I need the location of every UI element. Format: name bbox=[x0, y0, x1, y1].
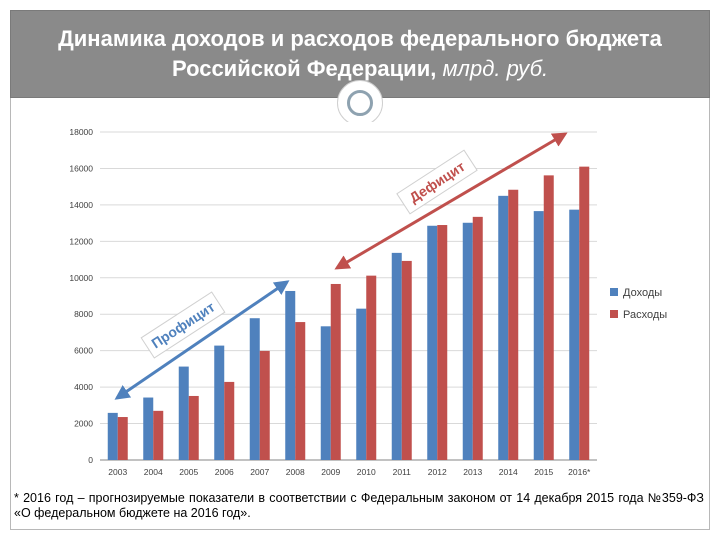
bar-expense bbox=[153, 410, 164, 460]
y-tick-label: 2000 bbox=[74, 419, 93, 429]
y-tick-label: 16000 bbox=[69, 163, 93, 173]
title-line-1: Динамика доходов и расходов федерального… bbox=[58, 26, 662, 51]
bar-expense bbox=[188, 395, 199, 460]
bar-income bbox=[285, 290, 296, 460]
y-tick-label: 4000 bbox=[74, 382, 93, 392]
y-tick-labels: 0 2000 4000 6000 8000 10000 12000 14000 16000 180… bbox=[69, 127, 93, 465]
bar-expense bbox=[259, 350, 270, 460]
x-tick-labels: 2003 2004 2005 2006 2007 2008 2009 2010 2011 2012… bbox=[108, 467, 591, 477]
bar-expense bbox=[401, 260, 412, 460]
bar-income bbox=[533, 211, 544, 460]
x-tick-label: 2004 bbox=[144, 467, 163, 477]
bar-income bbox=[498, 195, 509, 460]
bar-expense bbox=[543, 175, 554, 460]
legend-label: Расходы bbox=[623, 309, 667, 321]
x-tick-label: 2013 bbox=[463, 467, 482, 477]
x-tick-label: 2003 bbox=[108, 467, 127, 477]
bar-expense bbox=[437, 225, 448, 460]
x-tick-label: 2016* bbox=[568, 467, 591, 477]
bar-expense bbox=[224, 381, 235, 460]
bar-income bbox=[356, 308, 367, 460]
bar-income bbox=[320, 326, 331, 460]
title-line-2-main: Российской Федерации, bbox=[171, 56, 437, 81]
y-tick-label: 0 bbox=[88, 455, 93, 465]
bar-expense bbox=[295, 322, 306, 460]
x-tick-label: 2010 bbox=[357, 467, 376, 477]
title-unit: млрд. руб. bbox=[442, 56, 549, 81]
bar-income bbox=[214, 345, 225, 460]
y-tick-label: 14000 bbox=[69, 200, 93, 210]
legend-label: Доходы bbox=[623, 287, 662, 299]
bar-expense bbox=[330, 283, 341, 460]
bar-expense bbox=[117, 417, 128, 460]
legend-swatch bbox=[610, 288, 618, 296]
footnote: * 2016 год – прогнозируемые показатели в… bbox=[14, 491, 704, 520]
bar-income bbox=[249, 318, 260, 460]
slide-title: Динамика доходов и расходов федерального… bbox=[10, 24, 710, 84]
surplus-arrow bbox=[114, 280, 290, 400]
legend-swatch bbox=[610, 310, 618, 318]
x-tick-label: 2012 bbox=[428, 467, 447, 477]
bar-income bbox=[462, 222, 473, 460]
x-tick-label: 2005 bbox=[179, 467, 198, 477]
bar-expense bbox=[579, 166, 590, 460]
x-tick-label: 2007 bbox=[250, 467, 269, 477]
x-tick-label: 2014 bbox=[499, 467, 518, 477]
x-tick-label: 2011 bbox=[393, 467, 412, 477]
bar-income bbox=[427, 225, 438, 460]
bar-expense bbox=[472, 216, 483, 460]
y-tick-label: 6000 bbox=[74, 346, 93, 356]
x-tick-label: 2015 bbox=[534, 467, 553, 477]
trend-arrows bbox=[114, 132, 568, 400]
ring-icon bbox=[347, 90, 373, 116]
x-tick-label: 2006 bbox=[215, 467, 234, 477]
bar-income bbox=[107, 412, 118, 460]
bar-income bbox=[391, 252, 402, 460]
y-tick-label: 18000 bbox=[69, 127, 93, 137]
title-line-2: Российской Федерации, млрд. руб. bbox=[10, 54, 710, 84]
bar-expense bbox=[508, 189, 519, 460]
legend: Доходы Расходы bbox=[610, 287, 667, 321]
bar-income bbox=[143, 397, 154, 460]
bar-income bbox=[178, 366, 189, 460]
deficit-arrow bbox=[334, 132, 568, 270]
y-tick-label: 12000 bbox=[69, 236, 93, 246]
bar-expense bbox=[366, 275, 377, 460]
y-tick-label: 10000 bbox=[69, 273, 93, 283]
x-tick-label: 2009 bbox=[321, 467, 340, 477]
y-tick-label: 8000 bbox=[74, 309, 93, 319]
x-tick-label: 2008 bbox=[286, 467, 305, 477]
bar-income bbox=[569, 209, 580, 460]
